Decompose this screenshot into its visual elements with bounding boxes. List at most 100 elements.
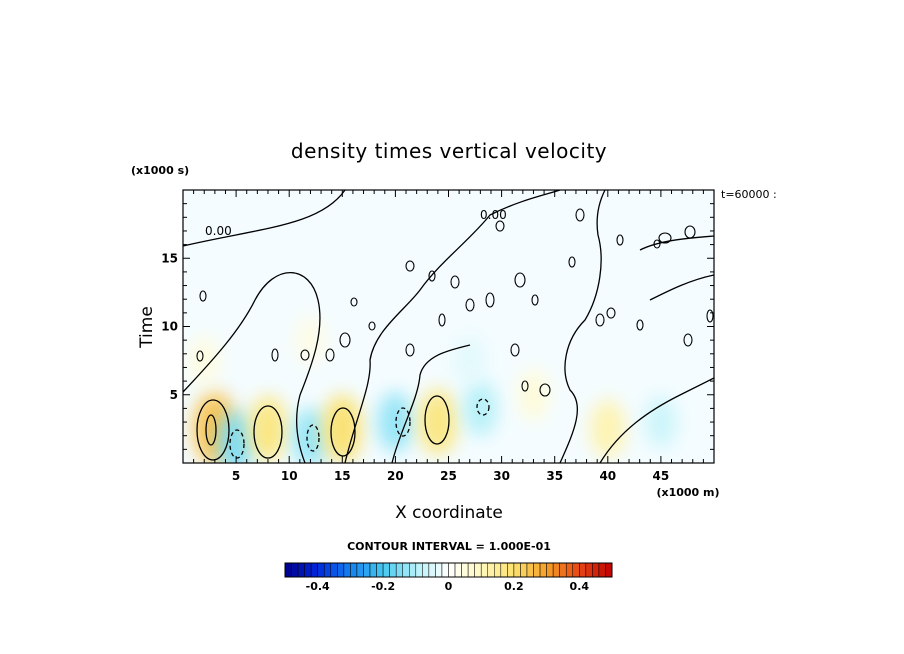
colorbar-cell	[454, 562, 462, 578]
colorbar-cell	[552, 562, 560, 578]
colorbar-cell	[605, 562, 613, 578]
colorbar-cell	[330, 562, 338, 578]
colorbar-cell	[284, 562, 292, 578]
colorbar-tick-label: 0.4	[570, 580, 590, 593]
colorbar-cell	[297, 562, 305, 578]
heatmap-feature	[463, 380, 498, 437]
colorbar-cell	[572, 562, 580, 578]
colorbar-cell	[500, 562, 508, 578]
colorbar-cell	[448, 562, 456, 578]
heatmap-feature	[644, 395, 678, 449]
colorbar	[284, 562, 613, 578]
heatmap-feature	[377, 392, 414, 452]
colorbar-cell	[520, 562, 528, 578]
y-unit-label: (x1000 s)	[131, 164, 189, 177]
heatmap-feature	[590, 399, 626, 459]
colorbar-cell	[539, 562, 547, 578]
colorbar-cell	[428, 562, 436, 578]
x-tick-label: 25	[440, 469, 457, 483]
colorbar-cell	[467, 562, 475, 578]
contour-zero	[391, 344, 471, 463]
colorbar-cell	[585, 562, 593, 578]
x-axis-label: X coordinate	[395, 503, 503, 523]
colorbar-cell	[435, 562, 443, 578]
colorbar-cell	[565, 562, 574, 578]
x-tick-label: 20	[387, 469, 404, 483]
colorbar-cell	[323, 562, 332, 578]
colorbar-cell	[579, 562, 587, 578]
y-tick-label: 15	[161, 251, 178, 265]
x-unit-label: (x1000 m)	[656, 486, 719, 499]
heatmap-field: 0.00 0.00	[183, 190, 714, 463]
colorbar-cell	[409, 562, 417, 578]
colorbar-tick-label: 0.2	[504, 580, 524, 593]
x-tick-label: 45	[653, 469, 670, 483]
heatmap-feature	[418, 389, 458, 455]
chart-title: density times vertical velocity	[291, 139, 607, 163]
colorbar-cell	[376, 562, 384, 578]
heatmap-feature	[322, 394, 363, 463]
contour-negative	[229, 429, 245, 459]
contour-zero	[649, 274, 714, 301]
contour-label: 0.00	[205, 224, 232, 238]
colorbar-cell	[592, 562, 600, 578]
contour-zero	[559, 190, 606, 463]
colorbar-cell	[291, 562, 299, 578]
colorbar-cell	[337, 562, 345, 578]
contour-positive	[253, 405, 283, 459]
colorbar-cell	[480, 562, 488, 578]
contour-label: 0.00	[480, 208, 507, 222]
colorbar-cell	[369, 562, 377, 578]
y-tick-label: 10	[161, 320, 178, 334]
colorbar-tick-label: -0.2	[371, 580, 395, 593]
colorbar-cell	[350, 562, 358, 578]
y-axis-label: Time	[137, 306, 157, 349]
colorbar-cell	[422, 562, 430, 578]
heatmap-feature	[295, 315, 326, 365]
colorbar-cell	[546, 562, 554, 578]
contour-zero	[599, 377, 714, 463]
heatmap-feature	[454, 336, 485, 386]
x-tick-label: 10	[281, 469, 298, 483]
colorbar-cell	[415, 562, 423, 578]
colorbar-cell	[533, 562, 541, 578]
colorbar-cell	[507, 562, 515, 578]
heatmap-feature	[188, 335, 220, 386]
colorbar-cell	[461, 562, 469, 578]
colorbar-cell	[474, 562, 482, 578]
colorbar-cell	[526, 562, 534, 578]
colorbar-tick-label: -0.4	[306, 580, 330, 593]
contour-zero	[183, 190, 346, 247]
contour-zero	[344, 190, 561, 463]
x-tick-label: 5	[232, 469, 240, 483]
colorbar-tick-label: 0	[445, 580, 453, 593]
contour-interval-note: CONTOUR INTERVAL = 1.000E-01	[347, 540, 551, 553]
contour-zero	[183, 272, 321, 463]
colorbar-cell	[310, 562, 318, 578]
contour-positive	[196, 399, 230, 461]
contour-negative	[306, 424, 320, 452]
x-tick-label: 15	[334, 469, 351, 483]
colorbar-cell	[395, 562, 403, 578]
time-stamp: t=60000 :	[721, 188, 777, 201]
colorbar-cell	[441, 562, 449, 578]
colorbar-cell	[389, 562, 397, 578]
colorbar-cell	[317, 562, 325, 578]
colorbar-cell	[487, 562, 495, 578]
colorbar-cell	[402, 562, 410, 578]
colorbar-cell	[304, 562, 312, 578]
colorbar-cell	[598, 562, 606, 578]
colorbar-cell	[363, 562, 371, 578]
y-tick-label: 5	[170, 388, 178, 402]
heatmap-feature	[517, 369, 550, 421]
contour-positive	[330, 407, 356, 457]
colorbar-cell	[559, 562, 567, 578]
contour-positive	[205, 414, 217, 446]
colorbar-cell	[382, 562, 390, 578]
colorbar-cell	[494, 562, 502, 578]
contour-negative	[476, 398, 490, 416]
colorbar-cell	[343, 562, 351, 578]
contour-zero	[639, 235, 714, 251]
x-tick-label: 35	[546, 469, 563, 483]
